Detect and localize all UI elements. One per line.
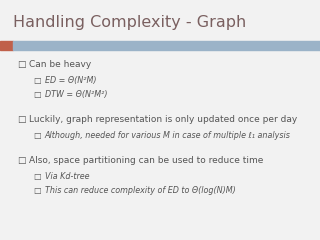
Text: □: □	[34, 186, 41, 195]
Text: ED = Θ(N²M): ED = Θ(N²M)	[45, 76, 96, 85]
Text: □: □	[34, 131, 41, 140]
Text: □: □	[18, 115, 26, 124]
Bar	[13, 41, 320, 50]
Bar	[0, 41, 13, 50]
Text: □: □	[18, 60, 26, 69]
Text: □: □	[34, 76, 41, 85]
Text: □: □	[34, 172, 41, 181]
Text: □: □	[18, 156, 26, 165]
Text: This can reduce complexity of ED to Θ(log(N)M): This can reduce complexity of ED to Θ(lo…	[45, 186, 236, 195]
Text: DTW = Θ(N²M²): DTW = Θ(N²M²)	[45, 90, 107, 99]
Text: Also, space partitioning can be used to reduce time: Also, space partitioning can be used to …	[29, 156, 263, 165]
Text: Luckily, graph representation is only updated once per day: Luckily, graph representation is only up…	[29, 115, 297, 124]
Text: Handling Complexity - Graph: Handling Complexity - Graph	[13, 15, 246, 30]
Text: □: □	[34, 90, 41, 99]
Text: Via Kd-tree: Via Kd-tree	[45, 172, 89, 181]
Text: Can be heavy: Can be heavy	[29, 60, 91, 69]
Text: Although, needed for various M in case of multiple ℓ₁ analysis: Although, needed for various M in case o…	[45, 131, 291, 140]
